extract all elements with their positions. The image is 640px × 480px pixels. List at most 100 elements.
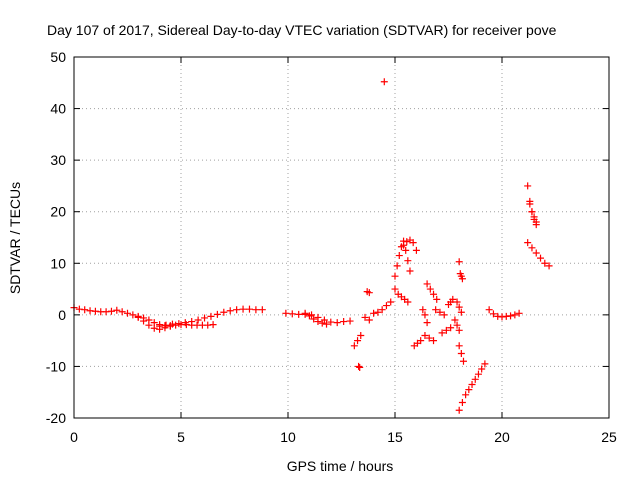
data-point [417, 337, 425, 345]
data-point [457, 350, 465, 358]
data-point [524, 182, 532, 190]
y-tick-label: 10 [50, 255, 66, 271]
data-point [156, 322, 164, 330]
data-point [532, 218, 540, 226]
data-point [432, 306, 440, 314]
data-point [213, 310, 221, 318]
data-point [481, 360, 489, 368]
data-point [226, 307, 234, 315]
data-point [455, 342, 463, 350]
data-point [207, 312, 215, 320]
data-point [421, 311, 429, 319]
data-point [391, 285, 399, 293]
y-tick-label: 0 [58, 307, 66, 323]
y-tick-label: 30 [50, 152, 66, 168]
data-point [245, 305, 253, 313]
y-tick-label: 50 [50, 49, 66, 65]
data-point [175, 320, 183, 328]
data-point [433, 295, 441, 303]
data-point [361, 313, 369, 321]
data-point [194, 316, 202, 324]
data-point [453, 298, 461, 306]
data-point [537, 254, 545, 262]
data-point [201, 314, 209, 322]
y-tick-label: -10 [46, 358, 66, 374]
data-point [355, 362, 363, 370]
data-point [220, 308, 228, 316]
data-point [403, 238, 411, 246]
data-point [323, 320, 331, 328]
data-point [455, 326, 463, 334]
x-tick-label: 15 [387, 429, 403, 445]
data-point [188, 318, 196, 326]
data-point [530, 213, 538, 221]
data-point [400, 241, 408, 249]
data-point [333, 319, 341, 327]
data-point [129, 311, 137, 319]
data-point [455, 406, 463, 414]
data-point [382, 302, 390, 310]
data-point [528, 244, 536, 252]
data-point [471, 375, 479, 383]
data-point [354, 337, 362, 345]
data-point [430, 337, 438, 345]
data-point [350, 342, 358, 350]
data-point [327, 318, 335, 326]
data-point [459, 357, 467, 365]
data-point [378, 306, 386, 314]
y-axis-label: SDTVAR / TECUs [7, 182, 23, 294]
data-point [393, 262, 401, 270]
data-point [528, 208, 536, 216]
data-point [453, 321, 461, 329]
data-point [239, 305, 247, 313]
data-point [474, 370, 482, 378]
data-point [451, 316, 459, 324]
data-point [113, 306, 121, 314]
data-point [425, 334, 433, 342]
data-point [541, 259, 549, 267]
data-point [455, 258, 463, 266]
data-point [421, 331, 429, 339]
data-point [402, 246, 410, 254]
data-point [340, 318, 348, 326]
grid [74, 57, 609, 418]
data-point [365, 289, 373, 297]
data-point [310, 315, 318, 323]
x-axis-label: GPS time / hours [287, 458, 394, 474]
y-tick-label: 40 [50, 101, 66, 117]
data-point [524, 239, 532, 247]
data-point [430, 290, 438, 298]
data-point [489, 310, 497, 318]
data-point [458, 275, 466, 283]
plot-frame [73, 56, 610, 419]
x-tick-label: 0 [70, 429, 78, 445]
data-point [145, 316, 153, 324]
data-point [545, 262, 553, 270]
data-point [438, 329, 446, 337]
data-point [507, 312, 515, 320]
data-point [455, 303, 463, 311]
axes: 0 5 10 15 20 25 -20 -10 0 10 20 30 40 50 [46, 49, 617, 445]
data-point [318, 319, 326, 327]
data-point [404, 298, 412, 306]
x-tick-label: 20 [494, 429, 510, 445]
data-point [462, 391, 470, 399]
data-point [107, 307, 115, 315]
data-point [457, 308, 465, 316]
data-point [150, 319, 158, 327]
data-point [258, 306, 266, 314]
data-point [436, 308, 444, 316]
data-point [209, 321, 217, 329]
chart-title: Day 107 of 2017, Sidereal Day-to-day VTE… [47, 22, 557, 38]
data-point [447, 324, 455, 332]
data-point [288, 310, 296, 318]
data-point [370, 309, 378, 317]
data-point [406, 267, 414, 275]
data-point [532, 249, 540, 257]
data-point [391, 272, 399, 280]
data-point [81, 306, 89, 314]
data-point [515, 309, 523, 317]
x-tick-label: 25 [601, 429, 617, 445]
data-point [440, 311, 448, 319]
